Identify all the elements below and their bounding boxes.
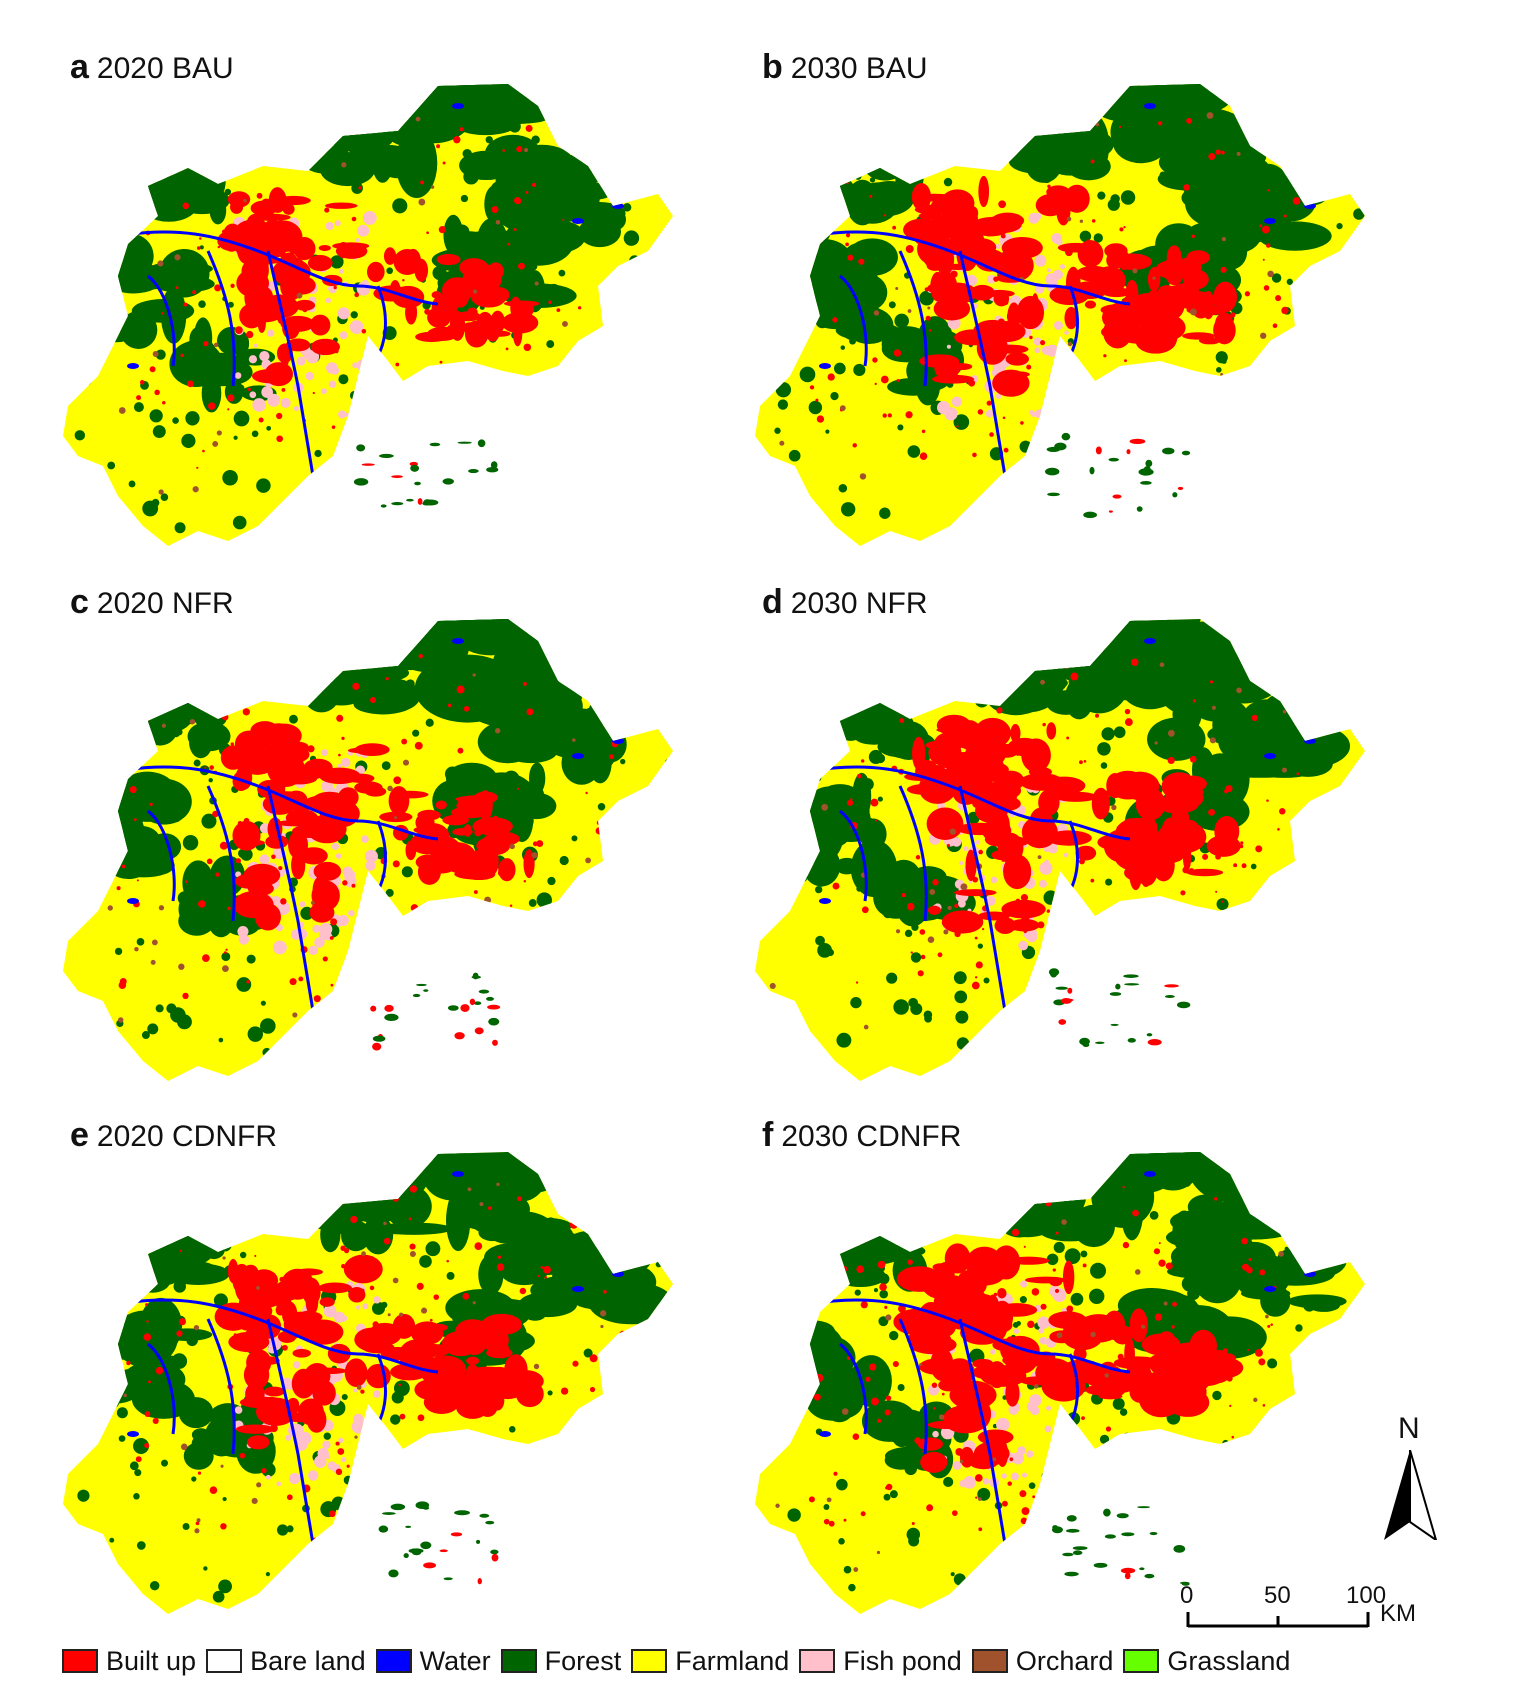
legend: Built up Bare land Water Forest Farmland… [62, 1644, 1290, 1678]
legend-swatch [206, 1649, 243, 1673]
legend-swatch [62, 1649, 98, 1673]
legend-item-farmland: Farmland [631, 1646, 789, 1677]
map-panel-e: e 2020 CDNFR [58, 1104, 758, 1624]
legend-item-forest: Forest [500, 1645, 622, 1677]
panel-label: f 2030 CDNFR [762, 1116, 961, 1155]
panel-title: 2020 BAU [96, 52, 234, 85]
land-use-map [63, 619, 673, 1081]
panel-label: b 2030 BAU [762, 48, 928, 87]
panel-letter: c [70, 583, 89, 621]
north-arrow-icon [1384, 1450, 1438, 1540]
panel-title: 2020 NFR [96, 587, 234, 620]
land-use-map [63, 84, 673, 546]
legend-item-fish-pond: Fish pond [799, 1646, 962, 1677]
legend-label: Orchard [1015, 1645, 1114, 1676]
panel-letter: a [70, 48, 89, 86]
panel-letter: b [762, 48, 783, 86]
panel-label: a 2020 BAU [70, 48, 234, 87]
scale-bar-line [1186, 1612, 1370, 1628]
legend-label: Bare land [250, 1645, 366, 1676]
legend-swatch [375, 1649, 412, 1673]
scale-bar: 0 50 100 KM [1168, 1582, 1468, 1642]
map-panel-b: b 2030 BAU [750, 36, 1450, 556]
scale-unit-label: KM [1380, 1600, 1416, 1627]
legend-label: Fish pond [843, 1645, 962, 1676]
panel-title: 2030 CDNFR [781, 1120, 962, 1153]
legend-item-grassland: Grassland [1123, 1646, 1290, 1677]
legend-swatch [1123, 1649, 1160, 1673]
legend-label: Grassland [1167, 1645, 1291, 1676]
panel-title: 2030 NFR [790, 587, 928, 620]
panel-label: d 2030 NFR [762, 583, 928, 622]
panel-letter: d [762, 583, 783, 621]
north-arrow: N [1378, 1412, 1442, 1542]
panel-letter: e [70, 1116, 89, 1154]
map-panel-a: a 2020 BAU [58, 36, 758, 556]
legend-swatch [971, 1649, 1008, 1673]
legend-item-built-up: Built up [62, 1646, 196, 1677]
land-use-map [63, 1152, 673, 1614]
north-label: N [1398, 1412, 1420, 1445]
panel-title: 2030 BAU [790, 52, 928, 85]
legend-item-orchard: Orchard [971, 1645, 1114, 1677]
panel-title: 2020 CDNFR [96, 1120, 277, 1153]
panel-label: e 2020 CDNFR [70, 1116, 277, 1155]
legend-item-water: Water [375, 1645, 491, 1677]
scale-tick-label: 50 [1264, 1582, 1291, 1609]
scale-tick-label: 0 [1180, 1582, 1194, 1609]
map-panel-f: f 2030 CDNFR [750, 1104, 1450, 1624]
legend-swatch [799, 1649, 836, 1673]
legend-label: Water [419, 1645, 491, 1676]
land-use-map [755, 619, 1365, 1081]
legend-label: Built up [106, 1645, 197, 1676]
scale-tick-label: 100 [1346, 1582, 1387, 1609]
legend-swatch [500, 1649, 537, 1673]
land-use-map [755, 84, 1365, 546]
panel-label: c 2020 NFR [70, 583, 234, 622]
map-panel-c: c 2020 NFR [58, 571, 758, 1091]
land-use-map [755, 1152, 1365, 1614]
legend-label: Forest [544, 1645, 622, 1676]
map-panel-d: d 2030 NFR [750, 571, 1450, 1091]
legend-swatch [631, 1649, 668, 1673]
legend-label: Farmland [675, 1645, 790, 1676]
legend-item-bare-land: Bare land [206, 1646, 366, 1677]
panel-letter: f [762, 1116, 774, 1154]
